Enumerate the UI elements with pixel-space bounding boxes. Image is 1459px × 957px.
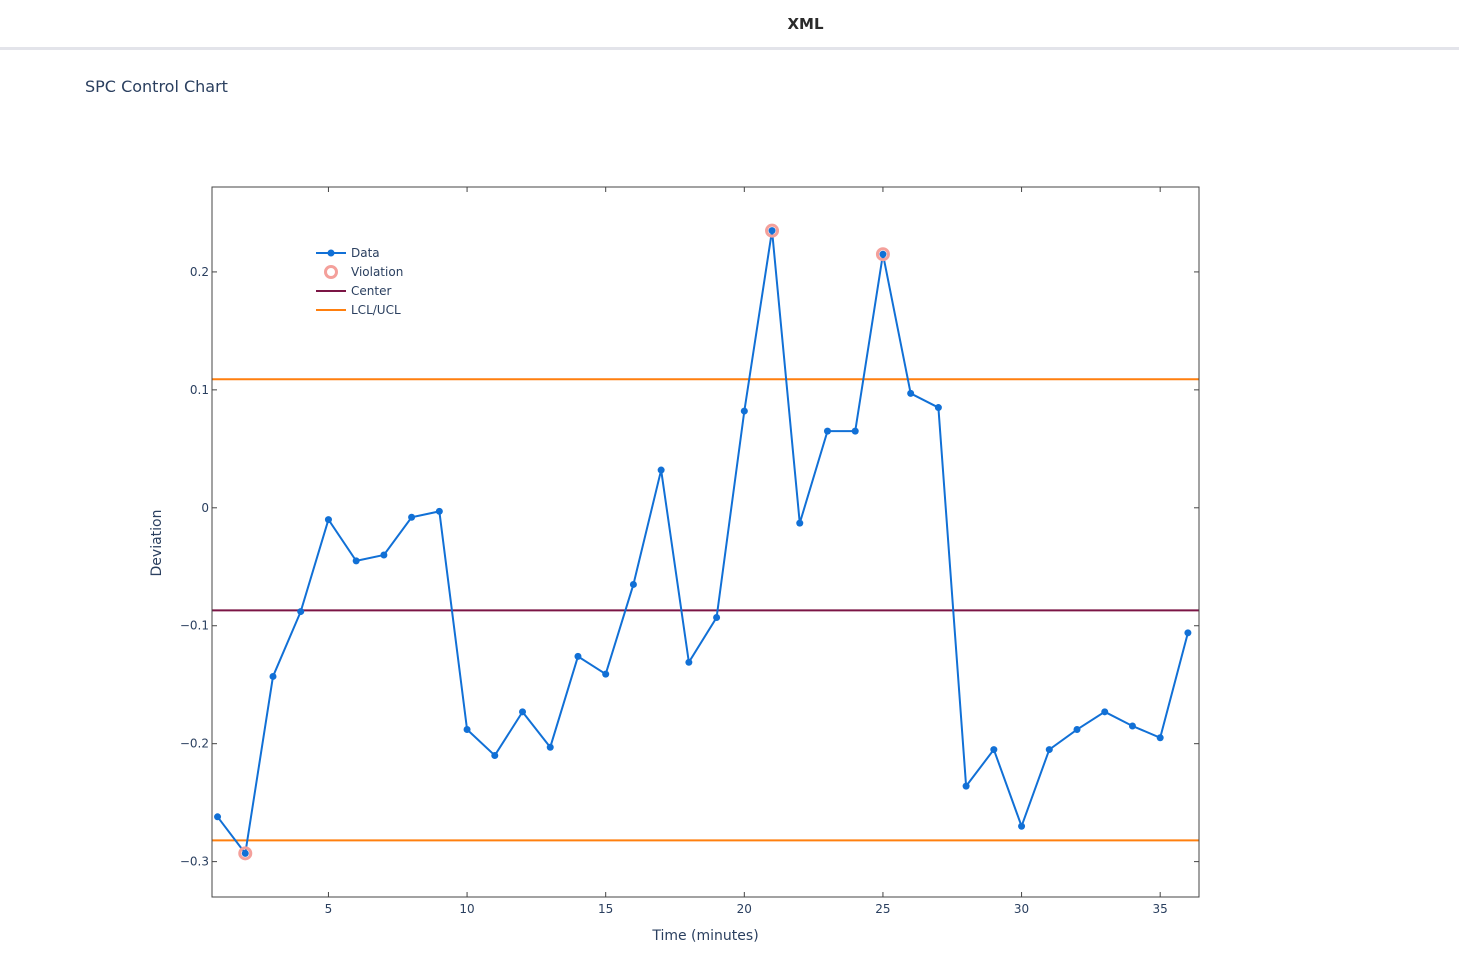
data-point xyxy=(629,580,637,588)
plot-lines xyxy=(212,230,1199,856)
data-point xyxy=(519,708,527,716)
x-tick-label: 30 xyxy=(1014,902,1029,916)
data-point xyxy=(491,751,499,759)
data-point xyxy=(1045,746,1053,754)
data-point xyxy=(990,746,998,754)
y-tick-label: −0.3 xyxy=(180,855,209,869)
x-axis: 5 10 15 20 25 30 35 xyxy=(325,187,1168,916)
y-axis-title: Deviation xyxy=(149,510,165,577)
data-point xyxy=(574,652,582,660)
violation-marker xyxy=(765,223,780,238)
data-point xyxy=(269,672,277,680)
x-tick-label: 35 xyxy=(1153,902,1168,916)
data-point xyxy=(934,404,942,412)
data-point xyxy=(324,516,332,524)
data-point xyxy=(1101,708,1109,716)
x-tick-label: 15 xyxy=(598,902,613,916)
page-title: XML xyxy=(787,15,824,33)
y-tick-label: −0.1 xyxy=(180,619,209,633)
data-point xyxy=(546,743,554,751)
x-tick-label: 20 xyxy=(737,902,752,916)
data-point xyxy=(1018,822,1026,830)
data-point xyxy=(463,726,471,734)
data-point xyxy=(297,608,305,616)
data-point xyxy=(768,227,776,235)
data-point xyxy=(907,389,915,397)
x-tick-label: 10 xyxy=(459,902,474,916)
data-point xyxy=(851,427,859,435)
data-point xyxy=(713,613,721,621)
y-tick-label: 0 xyxy=(201,501,209,515)
data-point xyxy=(602,670,610,678)
violation-marker xyxy=(875,247,890,262)
top-bar: XML xyxy=(0,0,1459,50)
data-point xyxy=(685,658,693,666)
data-point xyxy=(796,519,804,527)
data-point xyxy=(1128,722,1136,730)
legend-label: Violation xyxy=(351,265,403,279)
legend-marker-data xyxy=(327,249,335,257)
data-point xyxy=(241,849,249,857)
data-point xyxy=(1156,734,1164,742)
data-point xyxy=(879,250,887,258)
legend-label: LCL/UCL xyxy=(351,303,401,317)
violation-marker xyxy=(238,846,253,861)
legend-label: Data xyxy=(351,246,380,260)
chart-title: SPC Control Chart xyxy=(85,77,228,96)
data-point xyxy=(435,507,443,515)
plot-points xyxy=(214,223,1192,861)
data-point xyxy=(823,427,831,435)
data-point xyxy=(408,513,416,521)
data-point xyxy=(740,407,748,415)
y-tick-label: 0.2 xyxy=(190,265,209,279)
legend-label: Center xyxy=(351,284,391,298)
y-axis: −0.3 −0.2 −0.1 0 0.1 0.2 xyxy=(180,265,1199,869)
data-point xyxy=(1184,629,1192,637)
legend-marker-violation xyxy=(324,265,338,279)
data-point xyxy=(657,466,665,474)
data-point xyxy=(352,557,360,565)
data-point xyxy=(214,813,222,821)
y-tick-label: −0.2 xyxy=(180,737,209,751)
y-tick-label: 0.1 xyxy=(190,383,209,397)
x-tick-label: 5 xyxy=(325,902,333,916)
data-point xyxy=(962,782,970,790)
legend: Data Violation Center LCL/UCL xyxy=(316,246,403,317)
x-axis-title: Time (minutes) xyxy=(651,928,758,944)
data-point xyxy=(1073,726,1081,734)
x-tick-label: 25 xyxy=(875,902,890,916)
data-series-line xyxy=(216,230,1189,856)
data-point xyxy=(380,551,388,559)
plot-frame xyxy=(211,186,1200,898)
